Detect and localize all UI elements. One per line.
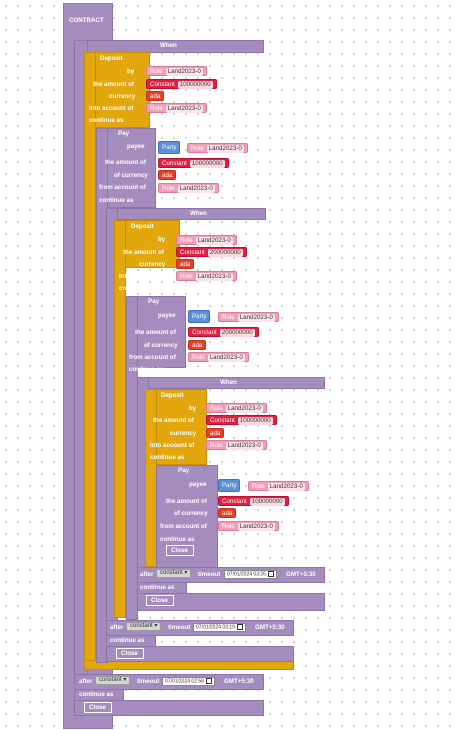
when-label: When — [220, 379, 237, 386]
of-currency-label: of currency — [144, 342, 178, 349]
continue-as-label: continue as — [160, 536, 195, 543]
constant-chip[interactable]: Constant 100000000 — [218, 496, 289, 506]
constant-chip[interactable]: Constant 200000000 — [188, 327, 259, 337]
currency-chip[interactable]: ada — [176, 259, 195, 269]
role-chip[interactable]: Role Land2023-0 — [176, 271, 237, 281]
continue-as-label: continue as — [129, 366, 164, 373]
role-chip[interactable]: Role Land2023-0 — [176, 235, 237, 245]
timeout-type-dropdown[interactable]: constant ▾ — [126, 622, 162, 631]
amount-label: the amount of — [135, 329, 176, 336]
party-chip[interactable]: Party — [188, 310, 211, 323]
timezone-label: GMT+5:30 — [286, 571, 316, 578]
timeout-label: timeout — [137, 678, 160, 685]
contract-header[interactable] — [63, 3, 113, 39]
pay-label: Pay — [118, 130, 130, 137]
close-block[interactable]: Close — [84, 702, 112, 713]
constant-chip[interactable]: Constant 100000000 — [206, 415, 277, 425]
calendar-icon[interactable] — [267, 571, 274, 577]
constant-chip[interactable]: Constant 100000000 — [158, 158, 229, 168]
from-account-label: from account of — [160, 523, 207, 530]
timeout-foot[interactable] — [74, 700, 264, 716]
timezone-label: GMT+5:30 — [224, 678, 254, 685]
deposit-label: Deposit — [131, 223, 154, 230]
currency-chip[interactable]: ada — [188, 340, 207, 350]
contract-label: CONTRACT — [69, 17, 104, 24]
when-block[interactable] — [106, 208, 266, 220]
timeout-datetime-input[interactable]: 07/01/2024 03:26 — [224, 570, 277, 579]
constant-chip[interactable]: Constant 200000000 — [176, 247, 247, 257]
amount-label: the amount of — [105, 159, 146, 166]
role-chip[interactable]: Role Land2023-0 — [206, 440, 267, 450]
after-label: after — [79, 678, 93, 685]
continue-as-label: continue as — [150, 454, 185, 461]
currency-chip[interactable]: ada — [158, 170, 177, 180]
from-account-label: from account of — [129, 354, 176, 361]
timeout-type-dropdown[interactable]: constant ▾ — [156, 569, 192, 578]
constant-chip[interactable]: Constant 100000000 — [146, 79, 217, 89]
deposit-label: Deposit — [161, 392, 184, 399]
currency-label: currency — [109, 93, 136, 100]
timeout-foot[interactable] — [137, 593, 325, 611]
role-chip[interactable]: Role Land2023-0 — [188, 352, 249, 362]
currency-chip[interactable]: ada — [218, 508, 237, 518]
currency-chip[interactable]: ada — [206, 428, 225, 438]
deposit-block-body[interactable] — [84, 52, 96, 670]
from-account-label: from account of — [99, 184, 146, 191]
role-chip[interactable]: Role Land2023-0 — [187, 143, 248, 153]
payee-label: payee — [127, 143, 145, 150]
close-block[interactable]: Close — [166, 545, 194, 556]
by-label: by — [127, 68, 135, 75]
close-block[interactable]: Close — [116, 648, 144, 659]
payee-label: payee — [158, 312, 176, 319]
pay-label: Pay — [148, 298, 160, 305]
role-chip[interactable]: Role Land2023-0 — [218, 521, 279, 531]
role-chip[interactable]: Role Land2023-0 — [248, 481, 309, 491]
currency-chip[interactable]: ada — [146, 91, 165, 101]
deposit-label: Deposit — [100, 55, 123, 62]
timeout-type-dropdown[interactable]: constant ▾ — [95, 676, 131, 685]
amount-label: the amount of — [166, 498, 207, 505]
timeout-foot[interactable] — [106, 646, 294, 662]
role-chip[interactable]: Role Land2023-0 — [206, 403, 267, 413]
deposit-block-body[interactable] — [114, 220, 126, 618]
calendar-icon[interactable] — [205, 678, 212, 684]
payee-label: payee — [189, 481, 207, 488]
party-chip[interactable]: Party — [158, 141, 181, 154]
amount-label: the amount of — [153, 417, 194, 424]
continue-as-label: continue as — [89, 117, 124, 124]
timeout-datetime-input[interactable]: 07/01/2024 02:58 — [162, 677, 215, 686]
calendar-icon[interactable] — [236, 624, 243, 630]
role-chip[interactable]: Role Land2023-0 — [218, 312, 279, 322]
by-label: by — [158, 236, 166, 243]
continue-as-label: continue as — [79, 691, 114, 698]
of-currency-label: of currency — [174, 510, 208, 517]
currency-label: currency — [170, 430, 197, 437]
amount-label: the amount of — [93, 81, 134, 88]
by-label: by — [189, 405, 197, 412]
role-chip[interactable]: Role Land2023-0 — [146, 103, 207, 113]
timeout-label: timeout — [198, 571, 221, 578]
timeout-datetime-input[interactable]: 07/01/2024 03:19 — [193, 623, 246, 632]
amount-label: the amount of — [123, 249, 164, 256]
continue-as-label: continue as — [99, 197, 134, 204]
continue-as-label: continue as — [119, 285, 154, 292]
party-chip[interactable]: Party — [218, 479, 241, 492]
when-label: When — [190, 210, 207, 217]
after-label: after — [110, 624, 124, 631]
timeout-label: timeout — [168, 624, 191, 631]
when-label: When — [160, 42, 177, 49]
role-chip[interactable]: Role Land2023-0 — [158, 183, 219, 193]
into-account-label: into account of — [89, 105, 134, 112]
after-label: after — [140, 571, 154, 578]
timezone-label: GMT+5:30 — [255, 624, 285, 631]
continue-as-label: continue as — [140, 584, 175, 591]
role-chip[interactable]: Role Land2023-0 — [146, 66, 207, 76]
into-account-label: into account of — [150, 442, 195, 449]
continue-as-label: continue as — [110, 637, 145, 644]
of-currency-label: of currency — [114, 172, 148, 179]
close-block[interactable]: Close — [146, 595, 174, 606]
pay-label: Pay — [178, 467, 190, 474]
into-account-label: into account of — [119, 273, 164, 280]
currency-label: currency — [139, 261, 166, 268]
